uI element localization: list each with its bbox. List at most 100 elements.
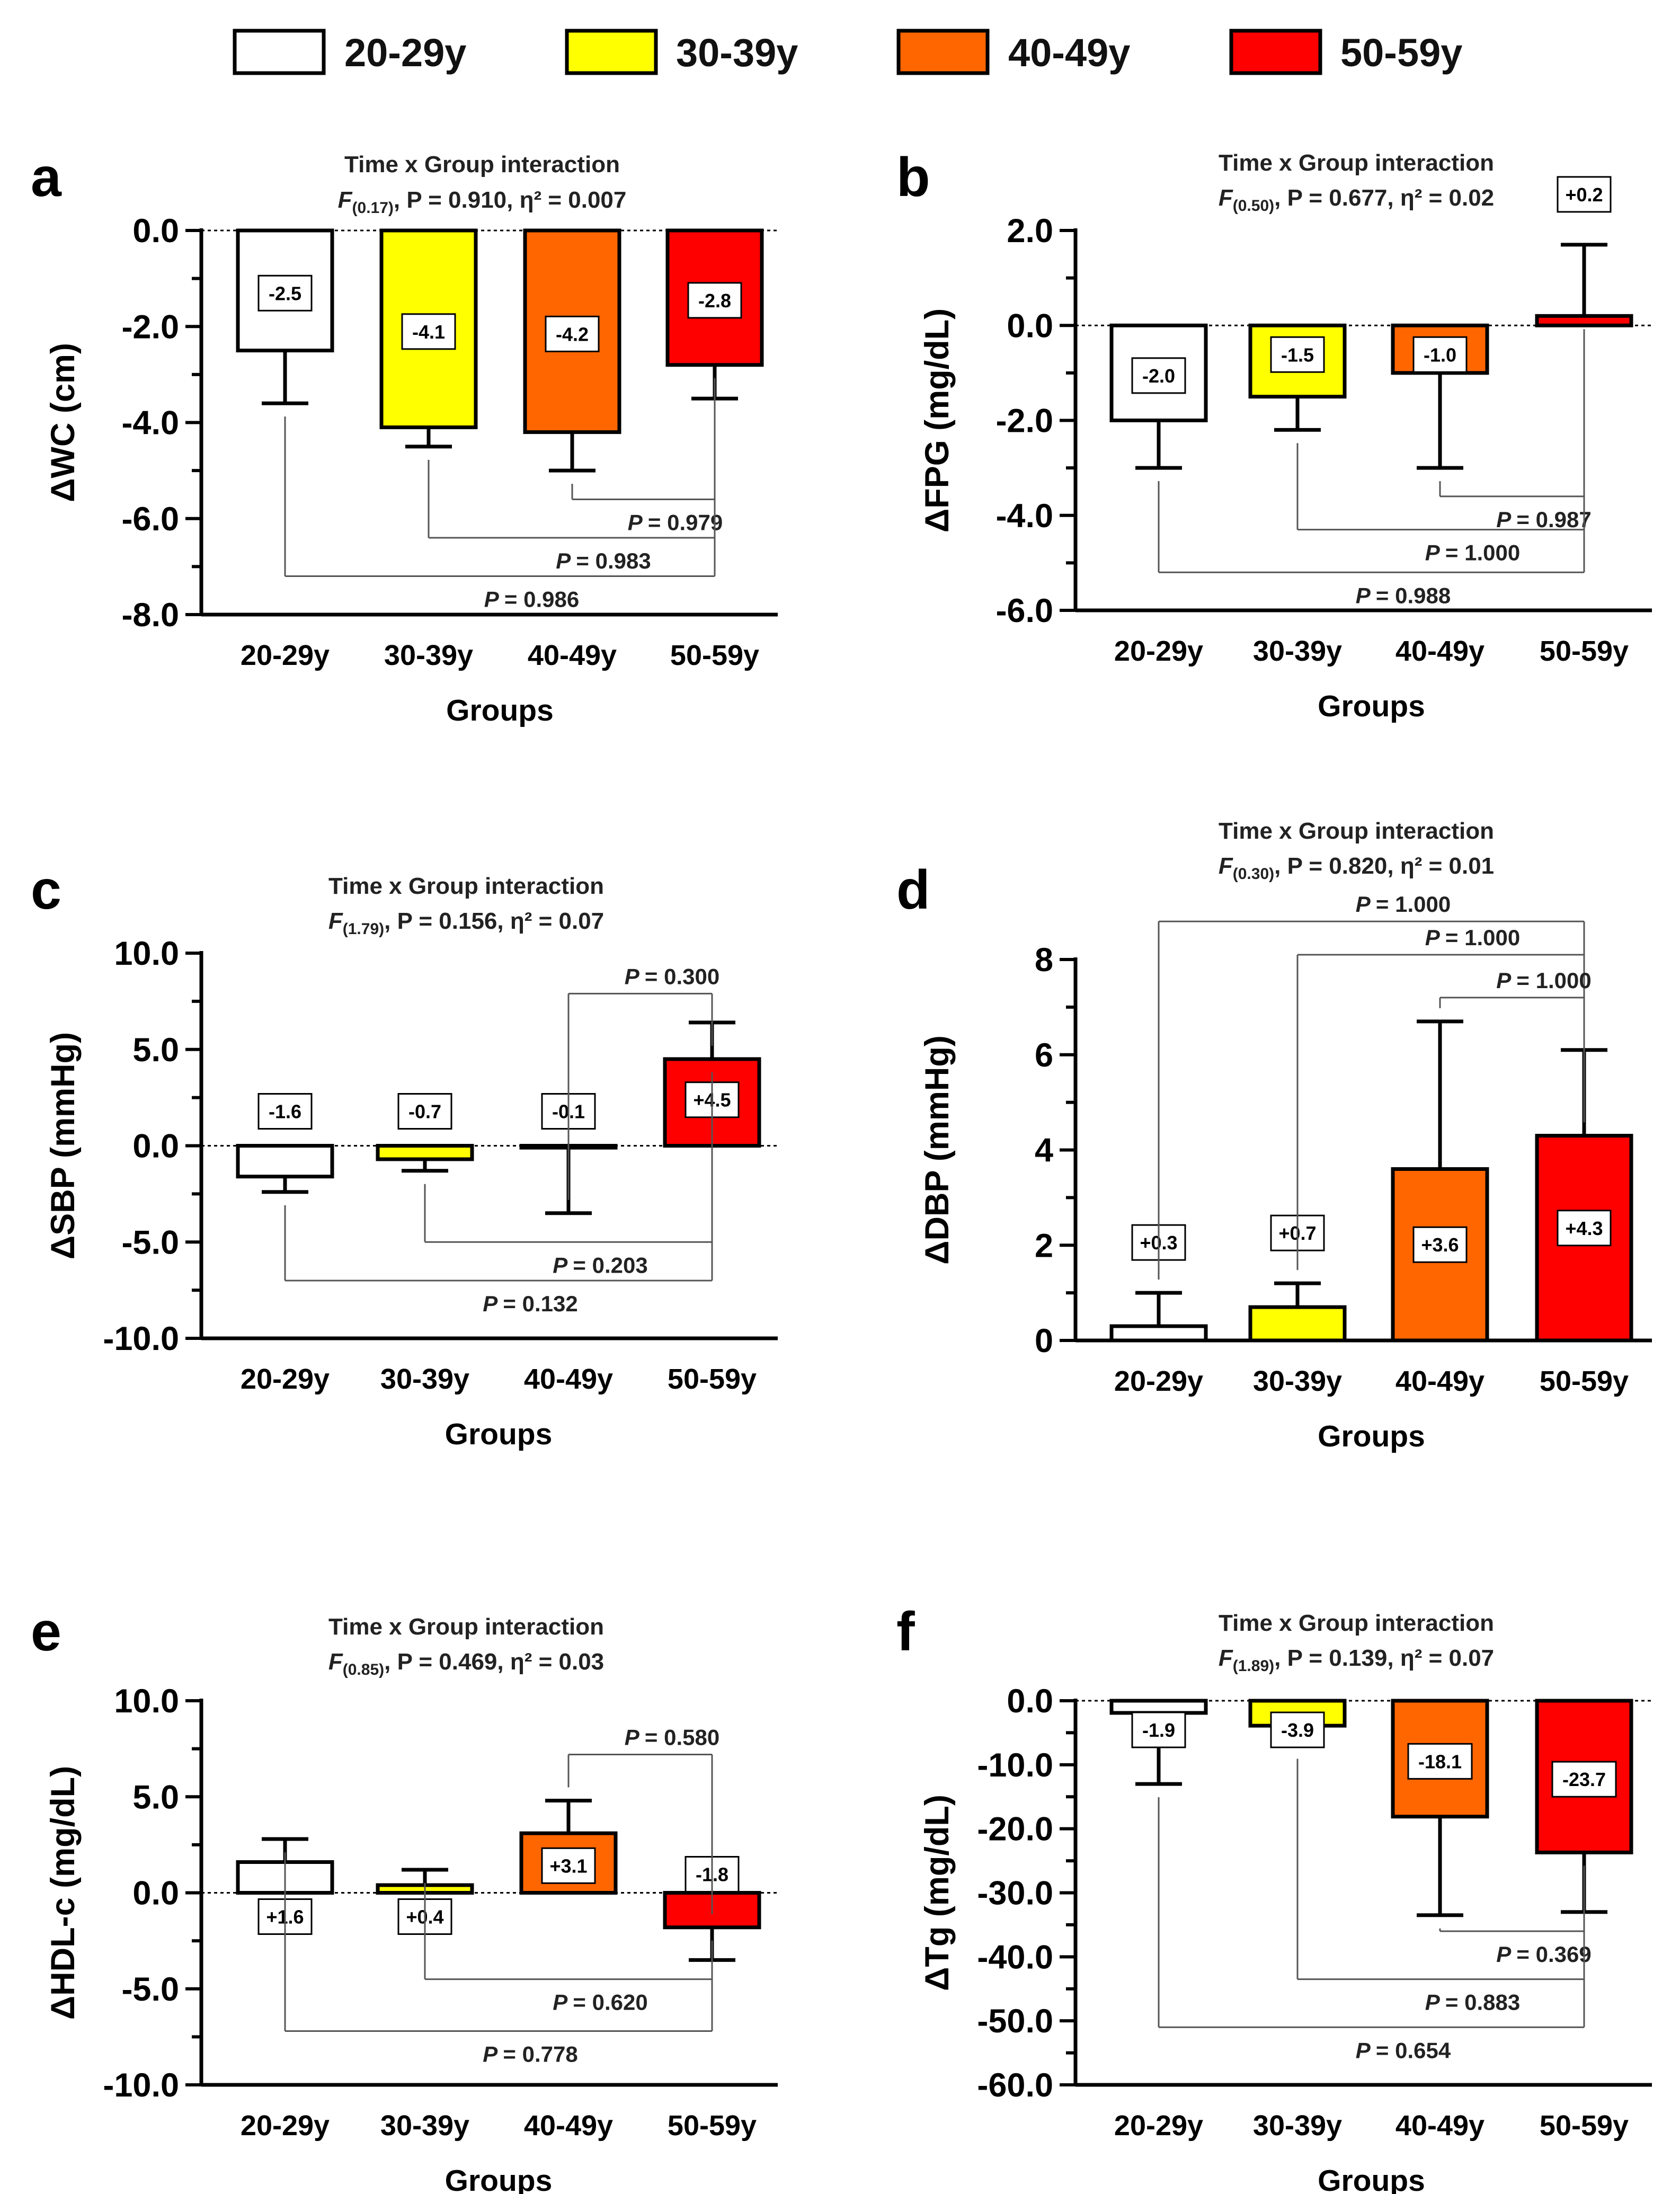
stat-values: , P = 0.910, η² = 0.007 bbox=[394, 187, 626, 213]
p-value: = 0.883 bbox=[1445, 1990, 1520, 2015]
x-axis-label: Groups bbox=[445, 2164, 553, 2194]
p-symbol: P bbox=[1496, 507, 1516, 532]
comparison-bracket: P = 1.000 bbox=[1296, 925, 1585, 1271]
value-label: -4.2 bbox=[556, 323, 589, 345]
y-tick-label: -6.0 bbox=[995, 592, 1053, 629]
p-symbol: P bbox=[483, 1291, 503, 1316]
p-value-label: P = 0.132 bbox=[483, 1291, 577, 1316]
panel-letter: a bbox=[31, 147, 62, 208]
stat-values: , P = 0.820, η² = 0.01 bbox=[1274, 853, 1494, 879]
p-symbol: P bbox=[1496, 1942, 1516, 1967]
bar-group-40-49y: -1.0 bbox=[1391, 323, 1489, 470]
value-label: -0.7 bbox=[408, 1101, 441, 1123]
panel-letter: c bbox=[31, 859, 61, 921]
p-value: = 1.000 bbox=[1445, 925, 1520, 950]
legend-item-20-29y: 20-29y bbox=[233, 29, 466, 75]
y-tick-label: -50.0 bbox=[977, 2003, 1053, 2040]
y-tick-label: -30.0 bbox=[977, 1875, 1053, 1912]
x-axis-label: Groups bbox=[1318, 2164, 1425, 2194]
panel-title: Time x Group interaction bbox=[344, 152, 620, 177]
value-label-box bbox=[1557, 1210, 1612, 1247]
x-tick-label: 40-49y bbox=[1395, 1365, 1485, 1397]
x-tick-label: 20-29y bbox=[241, 2110, 330, 2142]
value-label-box bbox=[545, 315, 600, 352]
value-label-box bbox=[1131, 1711, 1186, 1748]
y-tick-label: 4 bbox=[1035, 1132, 1053, 1169]
y-tick-label: 0.0 bbox=[132, 1128, 179, 1165]
stat-f: F bbox=[328, 908, 343, 934]
comparison-bracket: P = 0.988 bbox=[1158, 329, 1585, 608]
panel-c: c Time x Group interaction F(1.79), P = 0.… bbox=[31, 859, 778, 1451]
bar-group-20-29y: -1.6 bbox=[236, 1093, 334, 1194]
stat-values: , P = 0.156, η² = 0.07 bbox=[384, 908, 604, 934]
stat-df: (0.30) bbox=[1233, 865, 1274, 883]
bar bbox=[1248, 1305, 1347, 1343]
y-tick-label: -5.0 bbox=[121, 1224, 179, 1261]
p-value: = 1.000 bbox=[1445, 540, 1520, 565]
p-value: = 0.778 bbox=[503, 2042, 577, 2067]
value-label: +0.2 bbox=[1565, 184, 1603, 206]
y-tick-label: -4.0 bbox=[121, 405, 179, 442]
p-value: = 0.979 bbox=[648, 510, 723, 535]
y-tick-label: -5.0 bbox=[121, 1971, 179, 2008]
value-label-box bbox=[1270, 336, 1325, 373]
legend-label: 20-29y bbox=[344, 31, 466, 75]
p-symbol: P bbox=[483, 2042, 503, 2067]
x-tick-label: 20-29y bbox=[241, 1363, 330, 1395]
x-tick-label: 20-29y bbox=[1114, 2110, 1203, 2142]
bar bbox=[376, 1144, 474, 1161]
p-symbol: P bbox=[628, 510, 648, 535]
bar-group-20-29y: -1.9 bbox=[1109, 1699, 1208, 1786]
stat-f: F bbox=[1219, 853, 1233, 879]
panel-f: f Time x Group interaction F(1.89), P = 0.… bbox=[896, 1601, 1652, 2194]
x-tick-label: 20-29y bbox=[241, 639, 330, 671]
legend-swatch bbox=[1229, 29, 1322, 75]
p-symbol: P bbox=[1425, 1990, 1445, 2015]
value-label-box bbox=[1557, 176, 1612, 213]
legend-item-40-49y: 40-49y bbox=[896, 29, 1130, 75]
p-value-label: P = 0.988 bbox=[1356, 583, 1451, 608]
legend-swatch bbox=[896, 29, 990, 75]
value-label-box bbox=[1270, 1711, 1325, 1748]
p-value-label: P = 0.300 bbox=[625, 964, 719, 989]
y-tick-label: -10.0 bbox=[103, 2067, 179, 2104]
p-value: = 1.000 bbox=[1516, 968, 1591, 993]
panel-a: a Time x Group interaction F(0.17), P = 0.… bbox=[31, 147, 778, 727]
legend-label: 40-49y bbox=[1008, 31, 1130, 75]
p-symbol: P bbox=[625, 1725, 645, 1750]
p-value-label: P = 0.883 bbox=[1425, 1990, 1520, 2015]
panel-title: Time x Group interaction bbox=[1219, 150, 1494, 176]
y-tick-label: 0.0 bbox=[1007, 1683, 1053, 1720]
panel-title: Time x Group interaction bbox=[1219, 1610, 1494, 1636]
bar bbox=[1109, 1324, 1208, 1343]
x-tick-label: 50-59y bbox=[1540, 2110, 1629, 2142]
value-label: -1.9 bbox=[1142, 1719, 1175, 1741]
y-axis-label: ΔDBP (mmHg) bbox=[919, 1035, 956, 1265]
x-axis-label: Groups bbox=[1318, 689, 1425, 723]
x-tick-label: 30-39y bbox=[1253, 1365, 1342, 1397]
x-tick-label: 40-49y bbox=[1395, 635, 1485, 667]
p-symbol: P bbox=[1356, 583, 1376, 608]
x-tick-label: 50-59y bbox=[668, 1363, 757, 1395]
p-value-label: P = 0.778 bbox=[483, 2042, 577, 2067]
p-value-label: P = 0.983 bbox=[556, 548, 651, 573]
panel-d: d Time x Group interaction F(0.30), P = 0.… bbox=[896, 818, 1652, 1453]
bar-group-40-49y: -18.1 bbox=[1391, 1699, 1489, 1917]
p-value-label: P = 0.580 bbox=[625, 1725, 719, 1750]
y-axis-label: ΔTg (mg/dL) bbox=[919, 1795, 956, 1991]
stat-df: (1.89) bbox=[1233, 1657, 1274, 1675]
value-label-box bbox=[1407, 1743, 1473, 1780]
panel-stat: F(1.89), P = 0.139, η² = 0.07 bbox=[1219, 1645, 1494, 1675]
y-axis-label: ΔWC (cm) bbox=[45, 343, 82, 502]
p-symbol: P bbox=[553, 1990, 573, 2015]
panel-stat: F(0.30), P = 0.820, η² = 0.01 bbox=[1219, 853, 1494, 883]
x-tick-label: 30-39y bbox=[1253, 2110, 1342, 2142]
y-tick-label: -10.0 bbox=[103, 1320, 179, 1357]
y-axis-label: ΔSBP (mmHg) bbox=[45, 1032, 82, 1259]
stat-df: (1.79) bbox=[343, 920, 384, 938]
value-label: -2.0 bbox=[1142, 365, 1175, 387]
x-tick-label: 30-39y bbox=[380, 2110, 469, 2142]
bar bbox=[236, 1144, 334, 1179]
x-tick-label: 40-49y bbox=[528, 639, 617, 671]
bar-group-30-39y: -4.1 bbox=[379, 228, 478, 449]
